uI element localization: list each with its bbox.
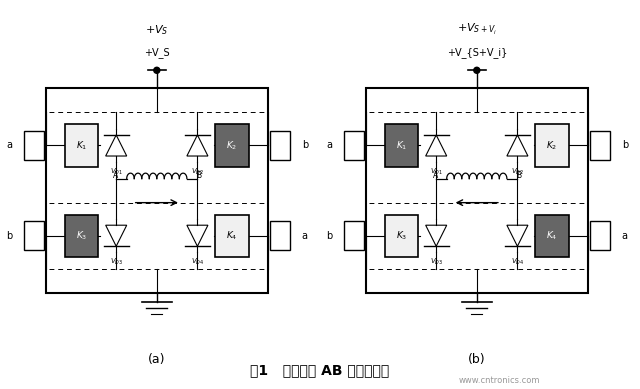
Bar (385, 215, 418, 257)
Text: $K_1$: $K_1$ (76, 139, 87, 152)
Text: b: b (621, 140, 628, 151)
Text: $V_{D3}$: $V_{D3}$ (109, 257, 123, 267)
Bar (365, 88, 588, 293)
Text: $V_{D2}$: $V_{D2}$ (191, 166, 204, 177)
Text: 图1   电机绕组 AB 的电流方向: 图1 电机绕组 AB 的电流方向 (250, 363, 390, 377)
Text: $K_2$: $K_2$ (227, 139, 237, 152)
Text: +V_{S+V_i}: +V_{S+V_i} (447, 47, 507, 58)
Text: $+V_{S+V_i}$: $+V_{S+V_i}$ (457, 22, 497, 37)
Circle shape (154, 67, 160, 73)
Bar (216, 124, 248, 166)
Bar (590, 221, 610, 250)
Text: $K_1$: $K_1$ (396, 139, 407, 152)
Text: $V_{D4}$: $V_{D4}$ (191, 257, 204, 267)
Text: $V_{D2}$: $V_{D2}$ (511, 166, 524, 177)
Bar (344, 221, 364, 250)
Text: B: B (516, 171, 521, 180)
Text: $+V_S$: $+V_S$ (145, 23, 168, 37)
Text: a: a (301, 231, 308, 241)
Bar (65, 124, 98, 166)
Text: $K_2$: $K_2$ (547, 139, 557, 152)
Text: $V_{D1}$: $V_{D1}$ (109, 166, 123, 177)
Bar (270, 221, 290, 250)
Text: B: B (196, 171, 201, 180)
Text: +V_S: +V_S (144, 47, 170, 58)
Text: $K_3$: $K_3$ (76, 230, 87, 242)
Text: a: a (326, 140, 332, 151)
Bar (216, 215, 248, 257)
Text: b: b (6, 231, 12, 241)
Bar (536, 215, 568, 257)
Bar (45, 88, 268, 293)
Text: a: a (6, 140, 12, 151)
Text: www.cntronics.com: www.cntronics.com (458, 376, 540, 385)
Bar (536, 124, 568, 166)
Text: $V_{D4}$: $V_{D4}$ (511, 257, 524, 267)
Circle shape (474, 67, 480, 73)
Text: a: a (621, 231, 628, 241)
Bar (24, 131, 44, 160)
Bar (344, 131, 364, 160)
Bar (270, 131, 290, 160)
Text: $K_3$: $K_3$ (396, 230, 407, 242)
Text: $V_{D1}$: $V_{D1}$ (429, 166, 443, 177)
Text: $K_4$: $K_4$ (226, 230, 238, 242)
Text: $K_4$: $K_4$ (546, 230, 558, 242)
Text: (b): (b) (468, 353, 486, 366)
Text: A: A (433, 171, 438, 180)
Bar (590, 131, 610, 160)
Text: $V_{D3}$: $V_{D3}$ (429, 257, 443, 267)
Text: b: b (326, 231, 332, 241)
Text: b: b (301, 140, 308, 151)
Text: (a): (a) (148, 353, 166, 366)
Bar (65, 215, 98, 257)
Bar (385, 124, 418, 166)
Bar (24, 221, 44, 250)
Text: A: A (113, 171, 118, 180)
